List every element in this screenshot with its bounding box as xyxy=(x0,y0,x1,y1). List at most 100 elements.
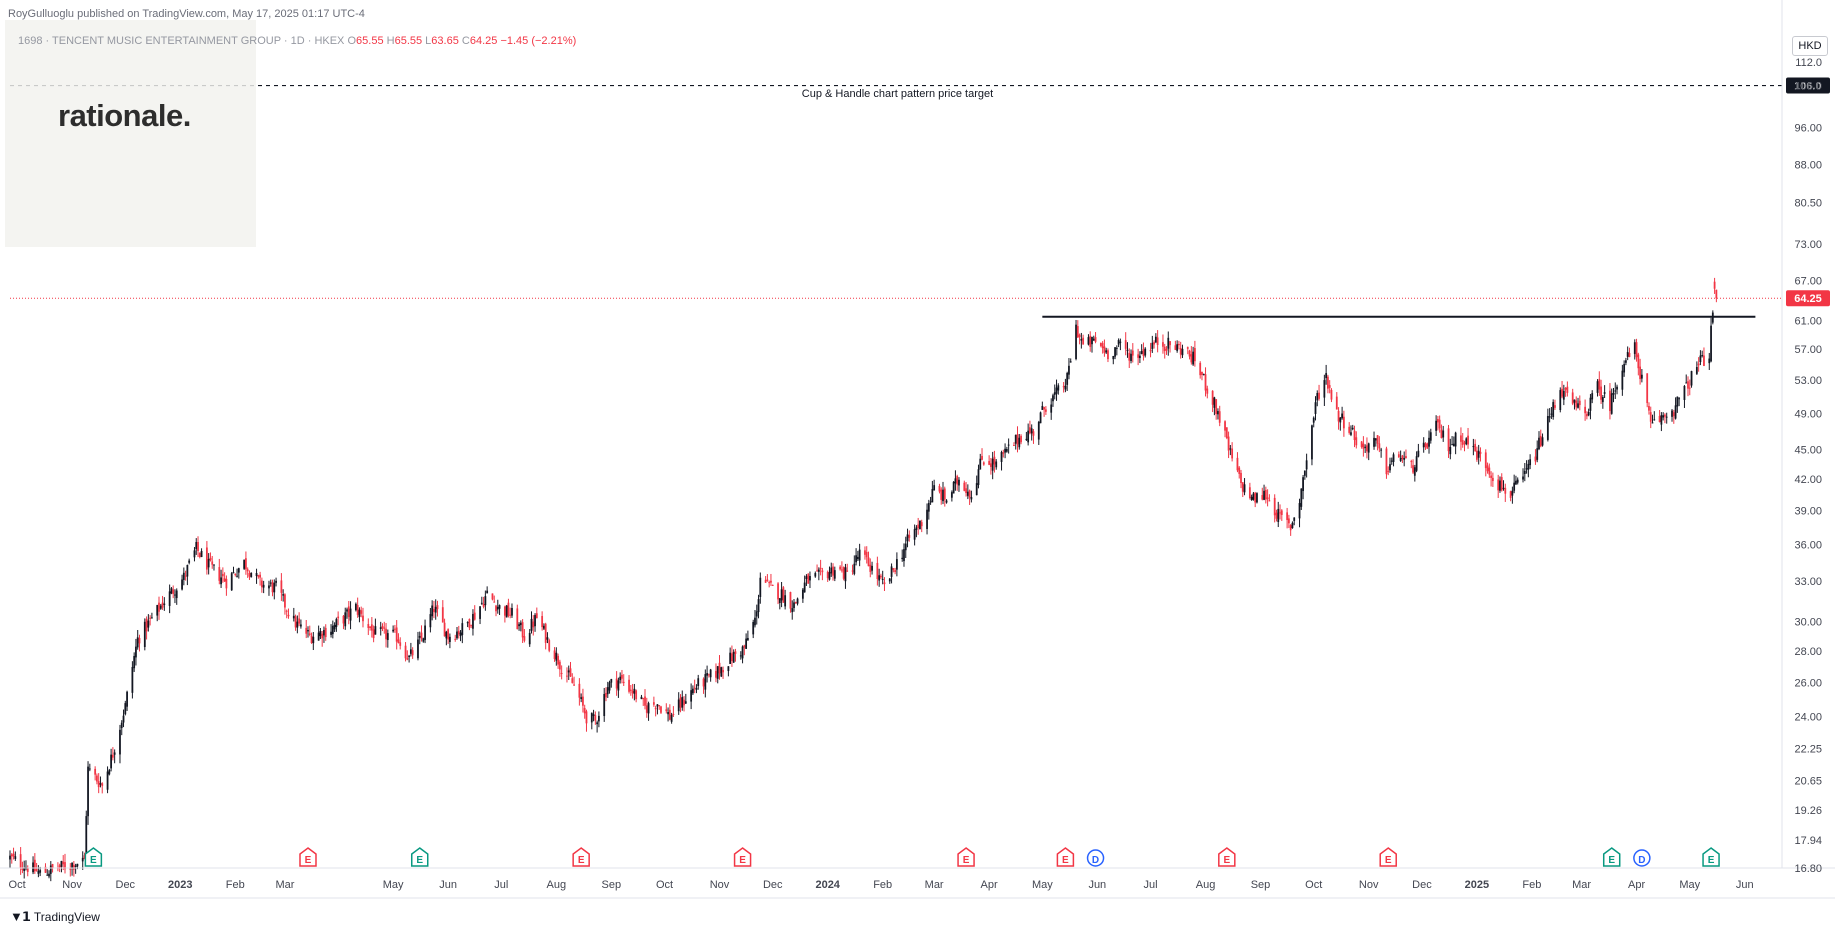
candle xyxy=(1417,443,1420,458)
candle xyxy=(963,480,966,492)
candle xyxy=(927,499,930,520)
price-tick-label: 57.00 xyxy=(1794,344,1822,356)
candle xyxy=(46,869,49,876)
candle xyxy=(370,617,373,638)
symbol-description[interactable]: 1698 · TENCENT MUSIC ENTERTAINMENT GROUP… xyxy=(18,35,345,47)
candle xyxy=(555,647,558,666)
dividend-event-marker[interactable]: D xyxy=(1633,849,1651,867)
time-tick-label: Jul xyxy=(494,879,508,891)
candle xyxy=(622,674,625,687)
time-tick-label: Aug xyxy=(1196,879,1216,891)
candle xyxy=(493,595,496,603)
candle xyxy=(1660,412,1663,432)
candle xyxy=(1190,346,1193,365)
candle xyxy=(566,667,568,683)
candle xyxy=(732,649,735,663)
candle xyxy=(411,647,414,659)
candle xyxy=(1674,397,1677,420)
candle xyxy=(1591,390,1594,404)
candle xyxy=(1559,387,1562,413)
candle xyxy=(126,690,128,711)
time-tick-label: Dec xyxy=(763,879,783,891)
candle xyxy=(1380,447,1383,458)
candle xyxy=(248,570,251,580)
candle xyxy=(135,638,137,666)
candle xyxy=(409,642,412,657)
candle xyxy=(851,564,854,575)
candle xyxy=(695,684,698,694)
event-type-label: E xyxy=(1223,855,1230,866)
tradingview-brand[interactable]: ▼𝟭 TradingView xyxy=(10,909,100,925)
candle xyxy=(1699,350,1702,366)
earnings-event-marker[interactable]: E xyxy=(1218,847,1236,867)
candle xyxy=(99,776,102,788)
earnings-event-marker[interactable]: E xyxy=(733,847,752,867)
candle xyxy=(530,611,533,634)
candle xyxy=(867,551,870,567)
candle xyxy=(246,567,249,578)
candle xyxy=(582,688,584,713)
price-tick-label: 42.00 xyxy=(1794,474,1822,486)
earnings-event-marker[interactable]: E xyxy=(1602,847,1621,867)
candle xyxy=(1426,442,1429,450)
candle xyxy=(1064,378,1067,393)
currency-badge[interactable]: HKD xyxy=(1792,36,1828,56)
candle xyxy=(184,570,187,581)
candle xyxy=(1710,317,1712,363)
candle xyxy=(1091,336,1093,353)
earnings-event-marker[interactable]: E xyxy=(1056,847,1075,867)
candle xyxy=(1451,436,1453,446)
candle xyxy=(1491,472,1494,487)
earnings-event-marker[interactable]: E xyxy=(299,847,317,867)
candle xyxy=(1392,452,1395,467)
candle xyxy=(1151,335,1154,353)
candle xyxy=(1202,373,1205,376)
candle xyxy=(1685,374,1688,384)
candle xyxy=(1587,408,1590,417)
candle xyxy=(805,574,808,586)
candle xyxy=(709,668,712,682)
candle xyxy=(174,589,176,604)
candle xyxy=(869,558,872,578)
candle xyxy=(546,632,549,644)
candle xyxy=(49,861,52,882)
time-tick-label: Jun xyxy=(1736,879,1754,891)
dividend-event-marker[interactable]: D xyxy=(1086,849,1105,867)
time-tick-label: Nov xyxy=(710,879,730,891)
candle xyxy=(429,607,432,633)
candle xyxy=(88,763,91,772)
candle xyxy=(580,693,583,703)
candle xyxy=(1298,498,1301,528)
candle xyxy=(729,647,732,665)
candle xyxy=(1541,433,1544,447)
candle xyxy=(594,711,597,725)
candle xyxy=(880,573,882,580)
candle xyxy=(151,612,153,619)
candle xyxy=(617,677,620,698)
candle xyxy=(1277,501,1280,528)
candle xyxy=(122,709,125,728)
earnings-event-marker[interactable]: E xyxy=(1702,847,1720,867)
candle xyxy=(26,865,29,877)
candle xyxy=(1552,399,1555,420)
candle xyxy=(1218,405,1221,427)
candle xyxy=(1119,338,1122,351)
candle xyxy=(1564,387,1567,397)
candle xyxy=(1128,348,1131,368)
earnings-event-marker[interactable]: E xyxy=(410,847,429,867)
candle xyxy=(777,582,779,605)
candle xyxy=(113,749,116,764)
candle xyxy=(731,645,733,667)
earnings-event-marker[interactable]: E xyxy=(957,847,975,867)
earnings-event-marker[interactable]: E xyxy=(84,847,103,867)
candle xyxy=(181,574,183,591)
target-annotation[interactable]: Cup & Handle chart pattern price target xyxy=(801,88,994,100)
candle xyxy=(1273,494,1276,523)
earnings-event-marker[interactable]: E xyxy=(1379,847,1397,867)
candle xyxy=(1137,348,1140,366)
candle xyxy=(1314,396,1317,421)
candle xyxy=(243,559,246,570)
earnings-event-marker[interactable]: E xyxy=(572,847,590,867)
time-tick-label: Feb xyxy=(226,879,245,891)
